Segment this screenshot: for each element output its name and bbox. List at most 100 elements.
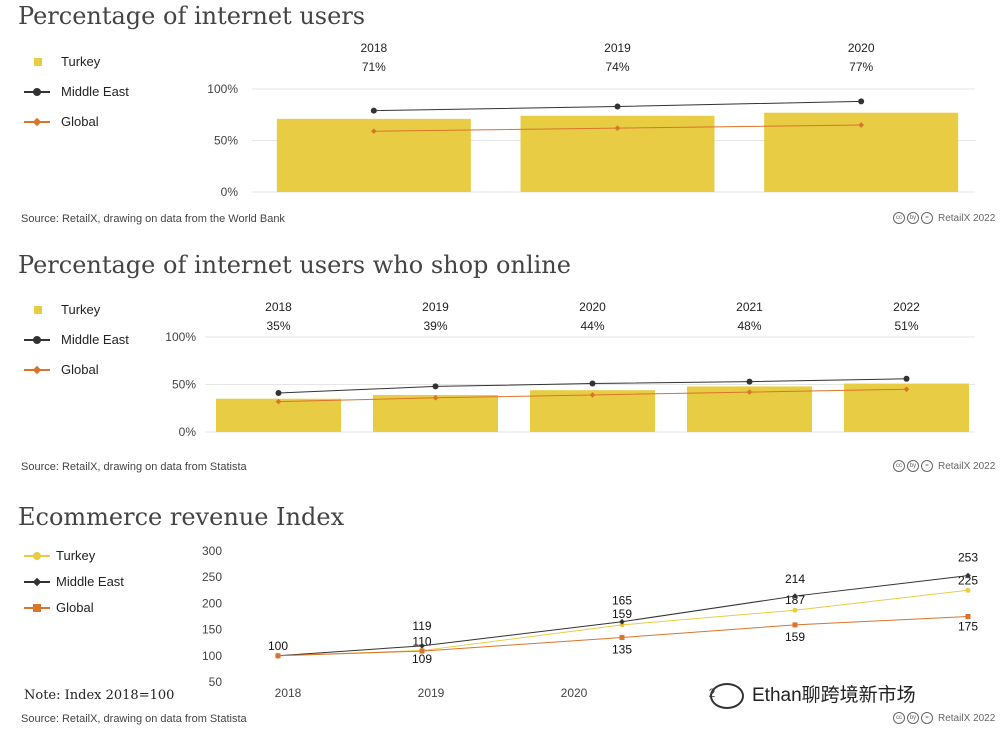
middle-east-point	[858, 98, 865, 105]
cc-icon: cc	[893, 460, 905, 472]
global-point	[858, 122, 864, 128]
cc-icon: cc	[893, 212, 905, 224]
legend-label-middle-east: Middle East	[61, 332, 129, 347]
bar-value-label: 35%	[266, 319, 290, 333]
by-icon: by	[907, 460, 919, 472]
category-label: 2020	[848, 41, 875, 55]
legend-label-global: Global	[56, 600, 94, 615]
global-point	[589, 392, 596, 398]
global-point	[275, 398, 282, 405]
turkey-bar	[373, 394, 498, 432]
chart1-plot: 100% 50% 0% 2018 71% 2019 74% 2020 77%	[207, 41, 975, 199]
x-tick-label: 2018	[275, 686, 302, 700]
bar-value-label: 48%	[737, 319, 761, 333]
global-point	[619, 634, 625, 640]
legend-label-turkey: Turkey	[61, 302, 101, 317]
middle-east-data-label: 214	[785, 572, 805, 586]
middle-east-data-label: 100	[268, 639, 288, 653]
bar-value-label: 51%	[894, 319, 918, 333]
by-icon: by	[907, 712, 919, 724]
chart3-source: Source: RetailX, drawing on data from St…	[21, 713, 247, 725]
middle-east-point	[746, 378, 753, 385]
legend-label-turkey: Turkey	[56, 548, 96, 563]
global-point	[432, 394, 439, 401]
cc-icon: cc	[893, 712, 905, 724]
y-tick-label: 50	[209, 675, 223, 689]
chart1-credit: cc by = RetailX 2022	[893, 212, 995, 224]
category-label: 2019	[422, 300, 449, 314]
bar-value-label: 39%	[423, 319, 447, 333]
turkey-data-label: 225	[958, 573, 978, 587]
global-data-label: 109	[412, 652, 432, 666]
watermark-text: Ethan聊跨境新市场	[752, 685, 916, 706]
global-data-label: 135	[612, 642, 632, 656]
chart2-title: Percentage of internet users who shop on…	[18, 251, 571, 279]
middle-east-data-label: 119	[412, 619, 431, 633]
middle-east-point	[614, 103, 621, 110]
turkey-point	[965, 587, 971, 593]
y-tick-label: 250	[202, 570, 222, 584]
nd-icon: =	[921, 460, 933, 472]
chart3-title: Ecommerce revenue Index	[18, 503, 345, 531]
legend-label-middle-east: Middle East	[56, 574, 124, 589]
middle-east-point	[370, 107, 377, 114]
global-point	[371, 128, 377, 135]
middle-east-point	[589, 380, 596, 387]
global-point	[275, 653, 281, 659]
global-point	[614, 125, 621, 131]
global-point	[965, 614, 971, 619]
middle-east-point	[275, 390, 282, 397]
category-label: 2021	[736, 300, 763, 314]
category-label: 2020	[579, 300, 606, 314]
turkey-point	[619, 622, 625, 628]
y-tick-label: 50%	[214, 134, 238, 148]
global-data-label: 175	[958, 620, 978, 634]
legend-label-middle-east: Middle East	[61, 84, 129, 99]
y-tick-label: 100%	[165, 330, 196, 344]
y-tick-label: 50%	[172, 378, 196, 392]
middle-east-point	[792, 593, 798, 599]
chart2-source: Source: RetailX, drawing on data from St…	[21, 461, 247, 473]
bar-value-label: 74%	[605, 60, 629, 74]
credit-text: RetailX 2022	[938, 212, 996, 224]
y-tick-label: 150	[202, 623, 222, 637]
y-tick-label: 200	[202, 596, 222, 610]
middle-east-dot-swatch	[33, 88, 41, 96]
y-tick-label: 0%	[221, 185, 239, 199]
x-tick-label: 2020	[561, 686, 588, 700]
bar-value-label: 77%	[849, 60, 873, 74]
middle-east-point	[432, 383, 439, 390]
middle-east-point	[965, 572, 971, 579]
category-label: 2018	[360, 41, 387, 55]
y-tick-label: 300	[202, 544, 222, 558]
bar-value-label: 44%	[580, 319, 604, 333]
global-square-swatch	[33, 604, 41, 612]
turkey-bar-swatch	[34, 306, 42, 314]
y-tick-label: 100%	[207, 82, 238, 96]
turkey-bar-swatch	[34, 58, 42, 66]
legend-label-global: Global	[61, 114, 99, 129]
category-label: 2019	[604, 41, 631, 55]
turkey-dot-swatch	[33, 552, 41, 560]
x-tick-label: 2019	[418, 686, 445, 700]
category-label: 2022	[893, 300, 920, 314]
global-data-label: 159	[785, 630, 805, 644]
middle-east-dot-swatch	[33, 336, 41, 344]
turkey-point	[792, 607, 798, 613]
middle-east-data-label: 253	[958, 551, 978, 565]
global-point	[419, 648, 425, 654]
y-tick-label: 100	[202, 649, 222, 663]
turkey-data-label: 159	[612, 607, 632, 621]
middle-east-data-label: 165	[612, 594, 632, 608]
y-tick-label: 0%	[179, 425, 197, 439]
global-point	[792, 622, 798, 628]
chart3-credit: cc by = RetailX 2022	[893, 712, 995, 724]
chart2-credit: cc by = RetailX 2022	[893, 460, 995, 472]
category-label: 2018	[265, 300, 292, 314]
credit-text: RetailX 2022	[938, 460, 996, 472]
legend-label-global: Global	[61, 362, 99, 377]
global-point	[903, 386, 910, 393]
chart1-title: Percentage of internet users	[18, 2, 366, 30]
credit-text: RetailX 2022	[938, 712, 996, 724]
